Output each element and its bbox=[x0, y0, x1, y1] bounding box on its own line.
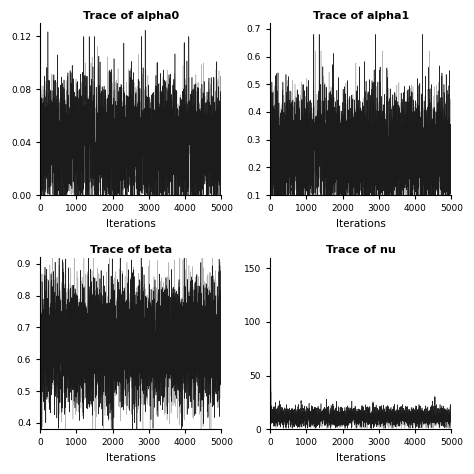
Title: Trace of beta: Trace of beta bbox=[90, 246, 172, 255]
Title: Trace of alpha0: Trace of alpha0 bbox=[83, 11, 179, 21]
X-axis label: Iterations: Iterations bbox=[336, 219, 386, 228]
Title: Trace of nu: Trace of nu bbox=[326, 246, 396, 255]
X-axis label: Iterations: Iterations bbox=[336, 453, 386, 463]
X-axis label: Iterations: Iterations bbox=[106, 453, 156, 463]
X-axis label: Iterations: Iterations bbox=[106, 219, 156, 228]
Title: Trace of alpha1: Trace of alpha1 bbox=[313, 11, 409, 21]
